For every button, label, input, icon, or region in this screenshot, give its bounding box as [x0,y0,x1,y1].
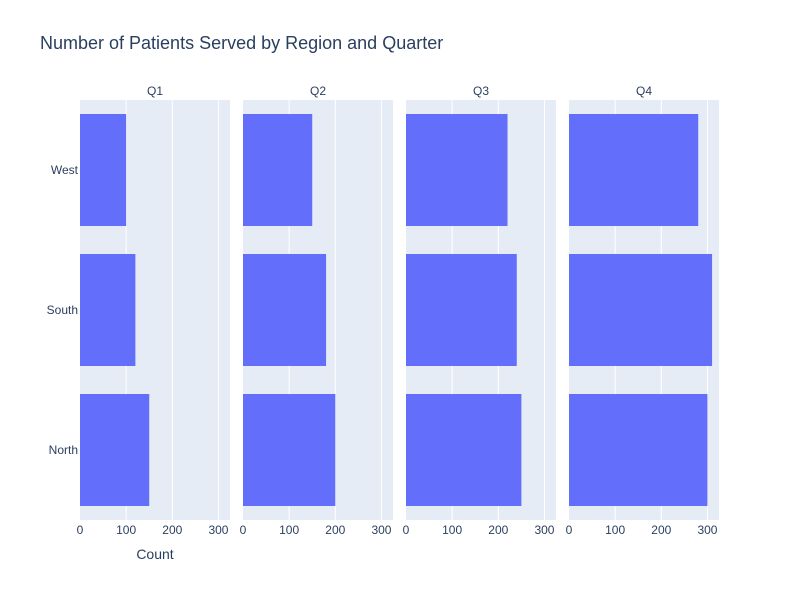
x-tick-label: 300 [208,523,228,537]
x-tick-label: 0 [403,523,410,537]
x-tick-label: 200 [488,523,508,537]
bar-q1-south [80,254,136,366]
x-tick-label: 0 [77,523,84,537]
bar-q2-south [243,254,327,366]
x-tick-label: 300 [371,523,391,537]
x-tick-label: 200 [162,523,182,537]
x-tick-label: 100 [605,523,625,537]
bar-q3-south [406,254,517,366]
bar-q1-north [80,394,150,506]
x-tick-label: 200 [325,523,345,537]
bar-q1-west [80,114,127,226]
x-tick-label: 300 [534,523,554,537]
x-tick-label: 300 [697,523,717,537]
facet-title-q1: Q1 [147,84,163,98]
x-tick-label: 100 [442,523,462,537]
x-tick-label: 100 [279,523,299,537]
bar-q4-north [569,394,708,506]
bar-q3-west [406,114,508,226]
bar-q2-west [243,114,313,226]
facet-title-q3: Q3 [473,84,489,98]
y-tick-label-north: North [49,443,78,457]
chart-title: Number of Patients Served by Region and … [40,33,444,53]
x-tick-label: 0 [566,523,573,537]
x-tick-label: 0 [240,523,247,537]
facet-title-q2: Q2 [310,84,326,98]
x-tick-label: 100 [116,523,136,537]
bar-q4-west [569,114,699,226]
facet-title-q4: Q4 [636,84,652,98]
bar-q2-north [243,394,336,506]
y-tick-label-west: West [51,163,79,177]
x-axis-title: Count [136,546,174,562]
x-tick-label: 200 [651,523,671,537]
bar-q4-south [569,254,713,366]
y-tick-label-south: South [47,303,78,317]
bar-q3-north [406,394,522,506]
